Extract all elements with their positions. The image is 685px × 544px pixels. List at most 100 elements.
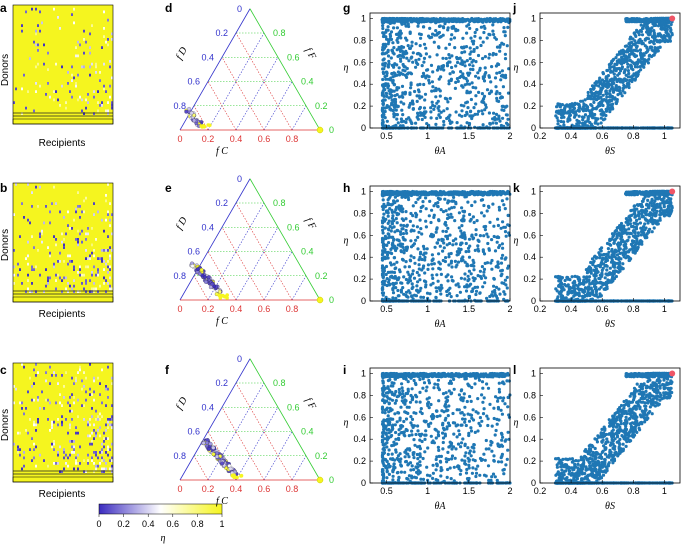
heatmap-cell bbox=[103, 229, 105, 233]
scatter-point bbox=[477, 90, 481, 94]
scatter-point bbox=[611, 102, 615, 106]
ternary-right-tick: 0.8 bbox=[273, 378, 286, 388]
heatmap-b-ylabel: Donors bbox=[0, 229, 11, 261]
heatmap-cell bbox=[55, 401, 57, 405]
ternary-bottom-tick: 0.4 bbox=[230, 304, 243, 314]
scatter-point bbox=[384, 91, 388, 95]
scatter-point bbox=[461, 85, 465, 89]
scatter-point bbox=[404, 49, 408, 54]
scatter-point bbox=[669, 29, 673, 33]
scatter-point bbox=[660, 21, 665, 25]
scatter-point bbox=[396, 70, 400, 74]
scatter-point bbox=[505, 197, 509, 201]
scatter-point bbox=[438, 89, 442, 93]
heatmap-cell bbox=[109, 224, 111, 227]
scatter-point bbox=[387, 59, 391, 64]
scatter-point bbox=[595, 105, 599, 109]
heatmap-cell bbox=[77, 371, 79, 374]
scatter-point bbox=[429, 234, 433, 238]
scatter-point bbox=[594, 83, 598, 87]
y-tick-label: 0.2 bbox=[353, 101, 366, 111]
heatmap-cell bbox=[77, 40, 79, 44]
scatter-point bbox=[497, 205, 501, 209]
heatmap-cell bbox=[59, 251, 61, 255]
scatter-point bbox=[476, 238, 480, 242]
scatter-point bbox=[386, 19, 390, 24]
scatter-point bbox=[450, 275, 454, 279]
scatter-point bbox=[426, 68, 430, 72]
scatter-point bbox=[591, 113, 595, 117]
scatter-point bbox=[460, 59, 464, 63]
scatter-point bbox=[493, 76, 498, 80]
heatmap-cell bbox=[45, 205, 47, 208]
scatter-point bbox=[501, 253, 505, 257]
scatter-point bbox=[387, 62, 391, 66]
scatter-point bbox=[403, 52, 407, 56]
heatmap-cell bbox=[89, 387, 91, 391]
scatter-point bbox=[613, 75, 617, 79]
heatmap-cell bbox=[23, 451, 25, 454]
scatter-point bbox=[414, 215, 418, 219]
heatmap-cell bbox=[35, 65, 37, 69]
scatter-point bbox=[466, 71, 470, 75]
scatter-point bbox=[492, 111, 496, 115]
heatmap-cell bbox=[89, 393, 91, 396]
scatter-point bbox=[381, 102, 385, 107]
scatter-point bbox=[390, 208, 394, 212]
scatter-point bbox=[417, 19, 421, 23]
colorbar-tick-label: 0.8 bbox=[191, 519, 204, 529]
heatmap-cell bbox=[63, 448, 65, 451]
scatter-point bbox=[381, 26, 385, 31]
scatter-point bbox=[468, 19, 472, 23]
heatmap-cell bbox=[21, 401, 23, 405]
heatmap-cell bbox=[111, 287, 113, 291]
heatmap-cell bbox=[101, 456, 103, 460]
heatmap-bar bbox=[12, 296, 114, 303]
heatmap-cell bbox=[111, 418, 113, 421]
heatmap-cell bbox=[103, 437, 105, 440]
scatter-point bbox=[437, 45, 441, 49]
scatter-point bbox=[399, 100, 403, 104]
scatter-point bbox=[601, 72, 606, 76]
heatmap-cell bbox=[49, 429, 51, 432]
ternary-bottom-tick: 0 bbox=[177, 134, 182, 144]
heatmap-cell bbox=[93, 282, 95, 285]
scatter-point bbox=[499, 123, 503, 128]
heatmap-cell bbox=[51, 442, 53, 446]
heatmap-cell bbox=[49, 210, 51, 214]
heatmap-cell bbox=[79, 95, 81, 99]
heatmap-cell bbox=[43, 62, 45, 66]
heatmap-cell bbox=[51, 423, 53, 427]
scatter-point bbox=[409, 56, 413, 60]
heatmap-cell bbox=[55, 374, 57, 377]
scatter-point bbox=[504, 19, 508, 23]
heatmap-cell bbox=[97, 464, 99, 468]
heatmap-cell bbox=[69, 453, 71, 457]
heatmap-cell bbox=[89, 418, 91, 421]
scatter-point bbox=[430, 80, 434, 84]
heatmap-cell bbox=[93, 437, 95, 440]
heatmap-cell bbox=[73, 396, 75, 399]
scatter-point bbox=[669, 22, 673, 27]
heatmap-cell bbox=[95, 409, 97, 413]
scatter-point bbox=[389, 203, 394, 207]
scatter-point bbox=[414, 58, 418, 62]
scatter-point bbox=[597, 84, 601, 88]
heatmap-cell bbox=[77, 415, 79, 418]
scatter-point bbox=[410, 286, 414, 291]
scatter-point bbox=[605, 68, 609, 73]
ternary-right-tick: 0.6 bbox=[287, 52, 300, 62]
scatter-point bbox=[427, 34, 431, 38]
scatter-point bbox=[598, 109, 602, 113]
heatmap-cell bbox=[61, 84, 63, 88]
scatter-point bbox=[640, 33, 645, 37]
scatter-point bbox=[492, 234, 496, 239]
scatter-point bbox=[608, 67, 612, 71]
heatmap-cell bbox=[87, 423, 89, 427]
heatmap-cell bbox=[67, 224, 69, 227]
heatmap-cell bbox=[25, 257, 27, 260]
heatmap-cell bbox=[17, 431, 19, 435]
heatmap-cell bbox=[75, 46, 77, 49]
scatter-point bbox=[505, 286, 509, 290]
ternary-point bbox=[220, 461, 225, 466]
